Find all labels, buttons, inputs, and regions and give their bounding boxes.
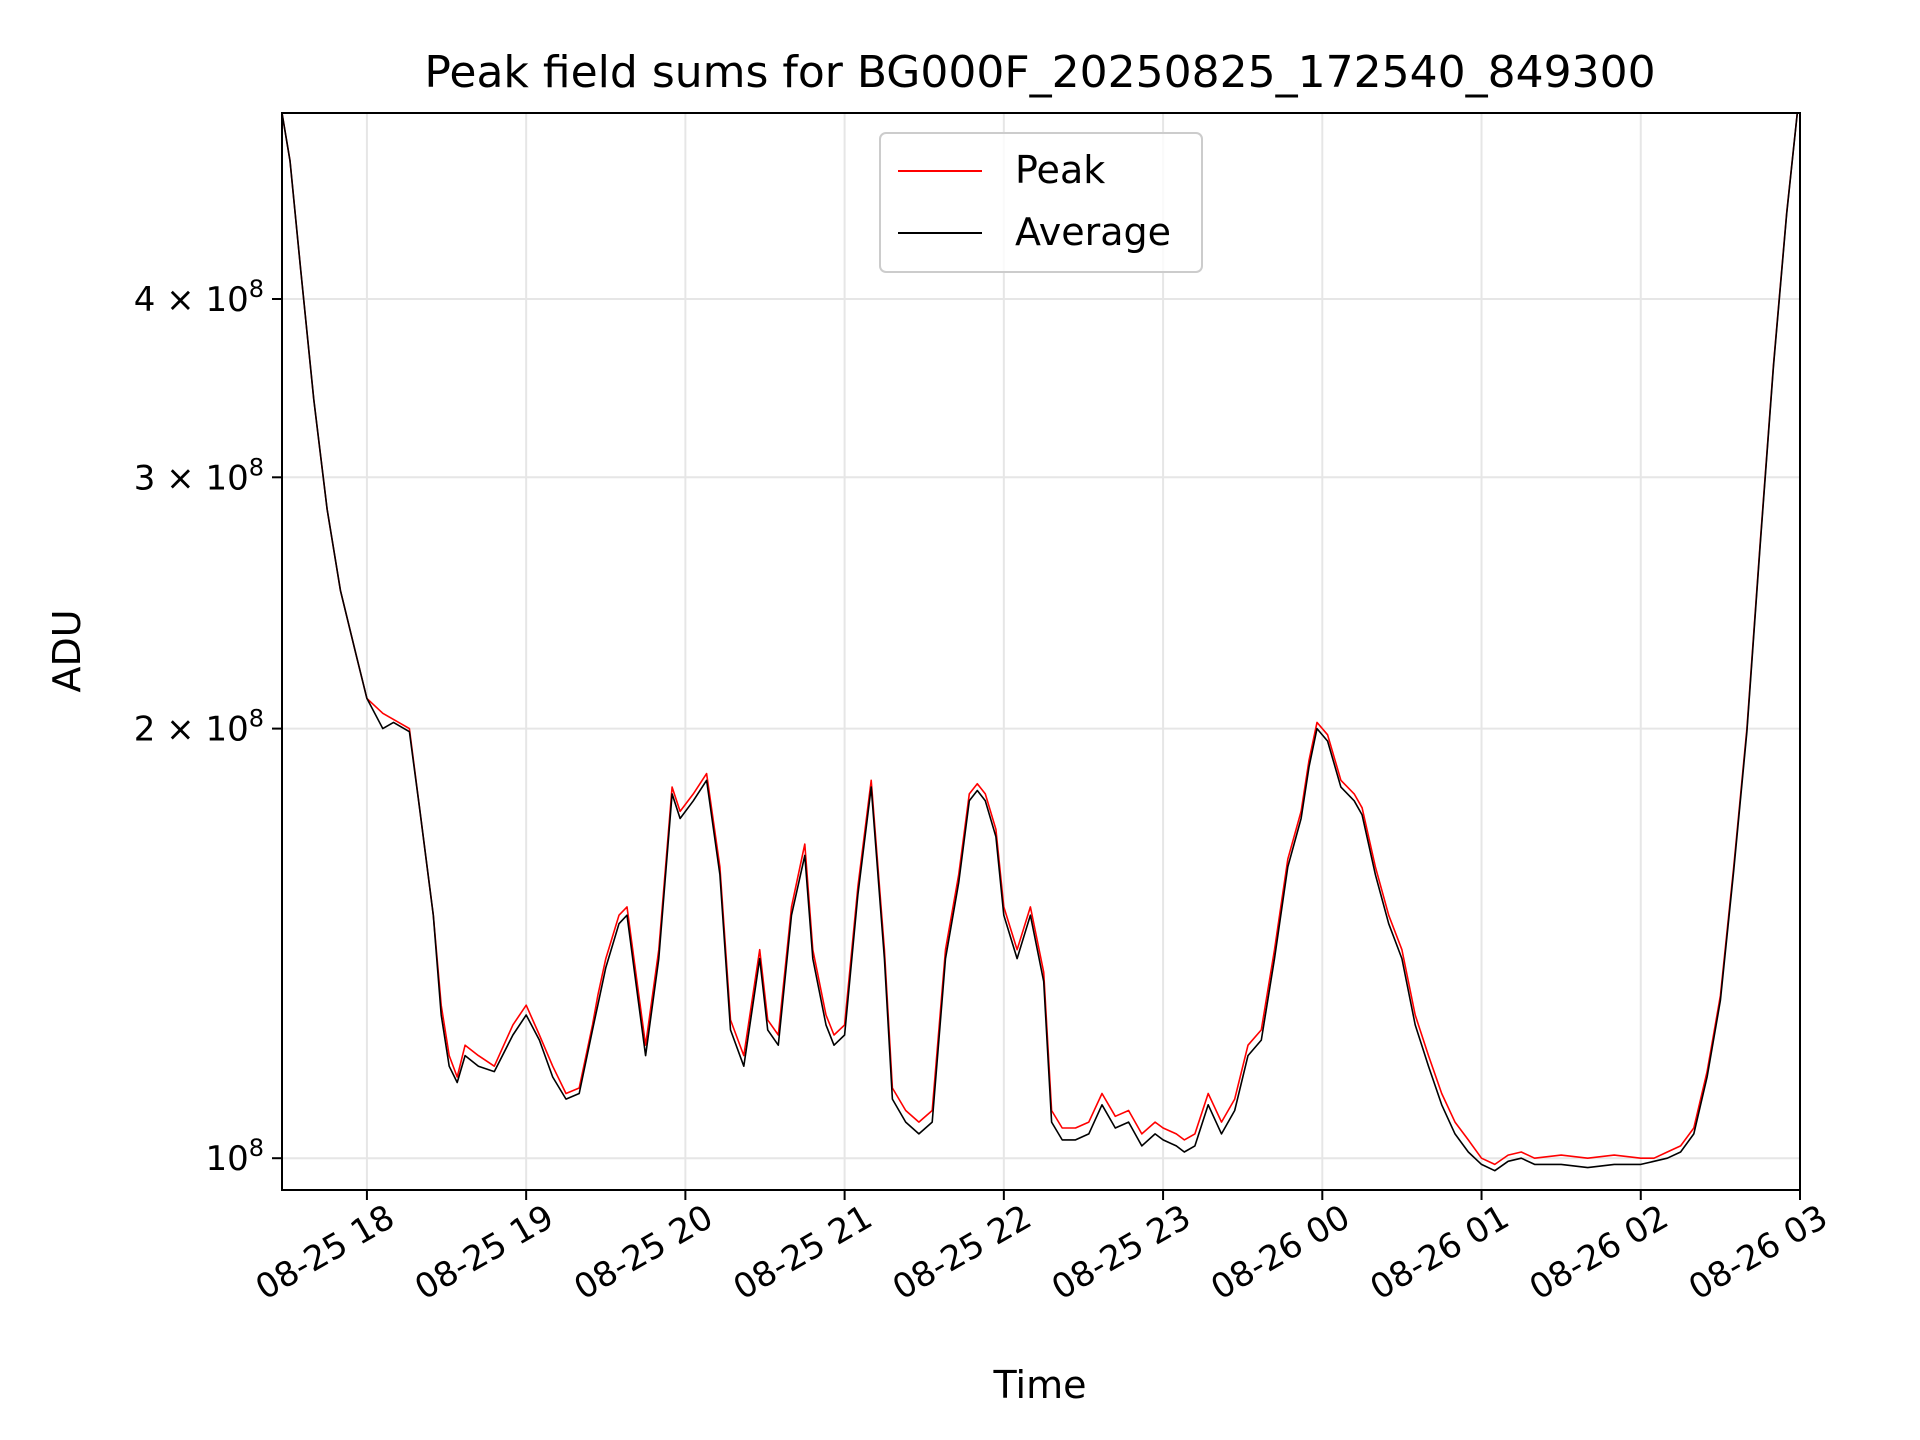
legend-box (879, 132, 1203, 273)
y-tick-label: 3 × 108 (134, 453, 264, 498)
y-tick-label: 2 × 108 (134, 705, 264, 750)
y-axis-label: ADU (45, 609, 89, 692)
series-layer (282, 113, 1799, 1172)
series-line-peak (282, 113, 1799, 1166)
y-tick-label: 108 (205, 1134, 264, 1179)
chart-title: Peak field sums for BG000F_20250825_1725… (424, 47, 1655, 98)
series-line-average (282, 113, 1799, 1172)
legend-label-peak: Peak (1015, 148, 1105, 192)
plot-frame (281, 112, 1801, 1191)
x-axis-label: Time (993, 1363, 1087, 1407)
legend: Peak Average (879, 132, 1203, 273)
legend-label-average: Average (1015, 210, 1171, 254)
y-tick-label: 4 × 108 (134, 275, 264, 320)
y-axis-ticks: 108 2 × 108 3 × 108 4 × 108 (134, 275, 282, 1179)
